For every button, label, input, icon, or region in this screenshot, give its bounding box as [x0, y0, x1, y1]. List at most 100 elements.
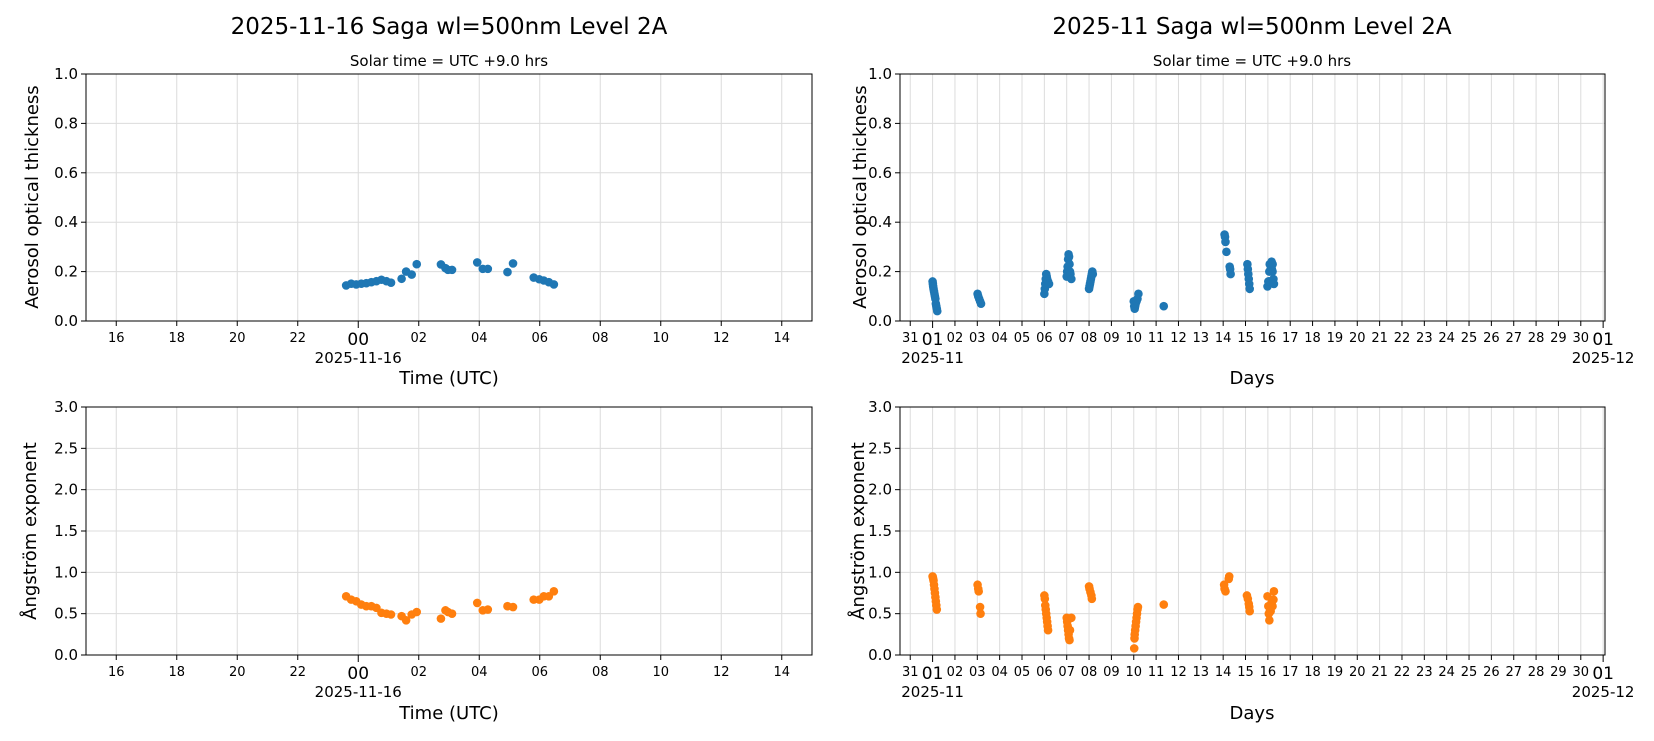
data-point	[549, 280, 559, 289]
x-tick-label: 04	[991, 331, 1008, 346]
data-point	[974, 587, 983, 596]
data-point	[1268, 259, 1277, 269]
x-tick-label: 18	[168, 665, 185, 680]
axes-frame	[899, 406, 1606, 656]
x-tick-label: 27	[1505, 331, 1522, 346]
y-tick-label: 0.5	[868, 605, 892, 623]
y-tick-label: 1.0	[868, 563, 892, 581]
x-tick-label: 22	[1394, 665, 1411, 680]
data-point	[1129, 644, 1139, 653]
x-tick-label: 18	[1304, 665, 1321, 680]
y-tick-label: 2.0	[868, 481, 892, 499]
x-tick-date-label: 2025-11-16	[315, 349, 402, 367]
x-tick-label: 12	[713, 331, 730, 346]
x-tick-label: 15	[1237, 665, 1254, 680]
x-tick-label: 12	[1170, 665, 1187, 680]
data-point	[1269, 279, 1279, 289]
data-point	[508, 602, 518, 612]
x-tick-label: 04	[471, 665, 488, 680]
data-point	[1065, 635, 1074, 645]
data-point	[397, 274, 406, 284]
x-tick-label: 29	[1550, 331, 1567, 346]
x-tick-label: 05	[1014, 665, 1031, 680]
x-tick-label: 12	[1170, 331, 1187, 346]
data-point	[412, 607, 422, 617]
y-tick-label: 0.6	[868, 164, 892, 182]
x-tick-label: 23	[1416, 665, 1433, 680]
x-tick-label: 02	[947, 331, 964, 346]
x-tick-label: 02	[947, 665, 964, 680]
x-tick-label: 13	[1193, 665, 1210, 680]
data-point	[1064, 252, 1074, 262]
x-tick-label: 31	[902, 331, 919, 346]
x-tick-label: 11	[1148, 331, 1165, 346]
data-point	[932, 306, 942, 316]
x-tick-label: 07	[1058, 665, 1075, 680]
x-tick-label: 01	[1592, 664, 1614, 684]
data-point	[1134, 289, 1143, 299]
data-point	[386, 610, 396, 619]
x-tick-label: 18	[168, 331, 185, 346]
x-tick-label: 20	[229, 665, 246, 680]
data-point	[976, 299, 986, 309]
x-tick-label: 31	[902, 665, 919, 680]
y-tick-label: 2.5	[54, 439, 78, 457]
axes-frame	[899, 73, 1606, 322]
x-tick-label: 12	[713, 665, 730, 680]
x-tick-label: 22	[289, 665, 306, 680]
x-tick-label: 30	[1573, 331, 1590, 346]
data-point	[1269, 587, 1279, 596]
axes-frame	[85, 406, 813, 656]
data-point	[1065, 625, 1075, 635]
x-tick-label: 20	[1349, 331, 1366, 346]
ylabel-angstrom-left: Ångström exponent	[19, 442, 41, 620]
y-tick-label: 0.4	[54, 213, 78, 231]
x-tick-label: 28	[1528, 665, 1545, 680]
y-tick-label: 3.0	[54, 398, 78, 416]
x-tick-label: 22	[1394, 331, 1411, 346]
y-tick-label: 0.0	[868, 312, 892, 330]
x-tick-label: 14	[773, 331, 790, 346]
data-point	[1040, 594, 1050, 604]
x-tick-label: 10	[652, 331, 669, 346]
x-tick-label: 11	[1148, 665, 1165, 680]
x-tick-label: 14	[1215, 331, 1232, 346]
x-tick-label: 17	[1282, 665, 1299, 680]
x-tick-label: 22	[289, 331, 306, 346]
y-tick-label: 0.8	[868, 114, 892, 132]
xlabel-top-right: Days	[1230, 368, 1275, 389]
x-tick-label: 09	[1103, 331, 1120, 346]
data-point	[436, 614, 446, 623]
x-tick-label: 00	[347, 330, 369, 350]
data-point	[483, 605, 493, 614]
data-point	[1133, 602, 1143, 612]
xlabel-bottom-left: Time (UTC)	[398, 703, 499, 724]
data-point	[1226, 269, 1235, 279]
x-tick-label: 04	[991, 665, 1008, 680]
data-point	[1044, 279, 1054, 289]
y-tick-label: 1.5	[54, 522, 78, 540]
data-point	[447, 609, 457, 618]
x-tick-label: 19	[1327, 665, 1344, 680]
x-tick-label: 26	[1483, 331, 1500, 346]
x-tick-date-label: 2025-12	[1572, 349, 1635, 367]
data-point	[1268, 601, 1277, 611]
x-tick-date-label: 2025-11-16	[315, 683, 402, 701]
data-point	[472, 258, 482, 267]
data-point	[407, 270, 416, 279]
y-tick-label: 0.0	[54, 646, 78, 664]
x-tick-label: 23	[1416, 331, 1433, 346]
x-tick-label: 02	[410, 331, 427, 346]
x-tick-label: 29	[1550, 665, 1567, 680]
x-tick-label: 08	[592, 665, 609, 680]
x-tick-label: 07	[1058, 331, 1075, 346]
data-point	[412, 259, 422, 269]
x-tick-label: 03	[969, 331, 986, 346]
data-point	[508, 259, 518, 268]
x-tick-label: 05	[1014, 331, 1031, 346]
ylabel-angstrom-right: Ångström exponent	[847, 442, 869, 620]
x-tick-label: 16	[108, 665, 125, 680]
